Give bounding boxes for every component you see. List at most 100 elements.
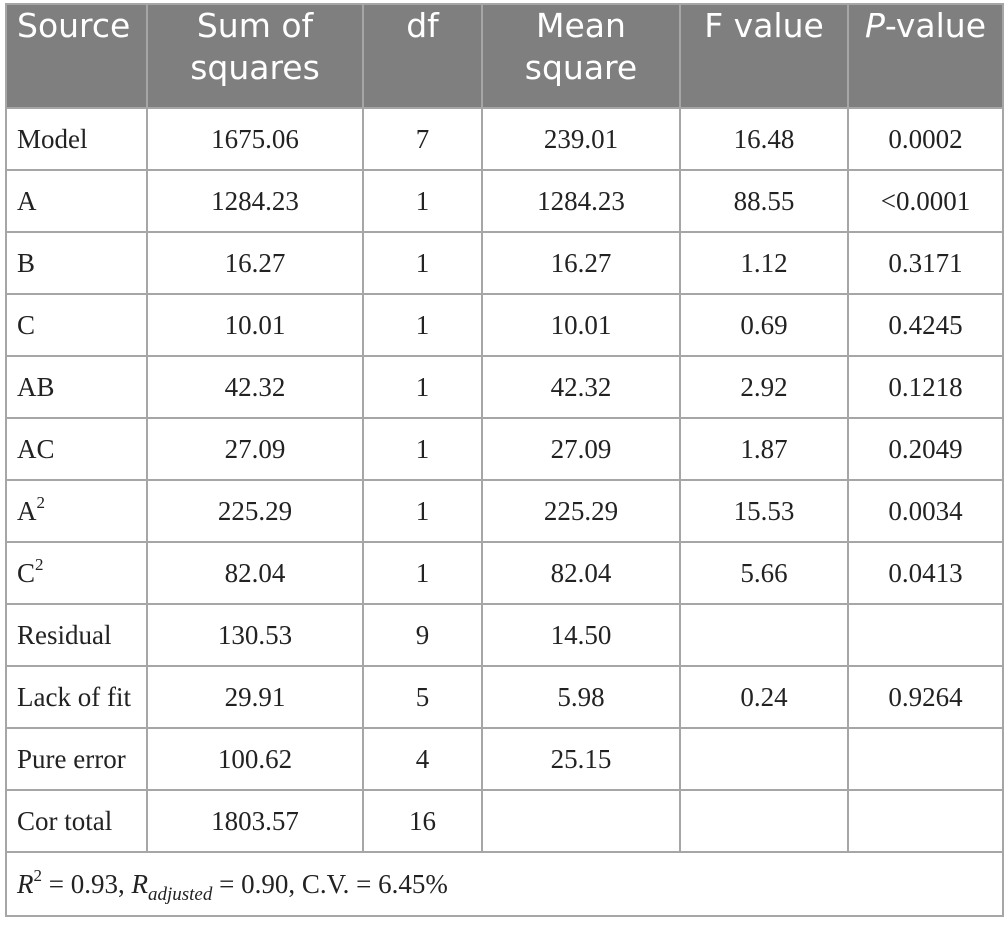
cell-mean-square-text: 5.98 (557, 681, 605, 712)
cell-df: 1 (362, 169, 483, 233)
cell-df: 4 (362, 727, 483, 791)
superscript: 2 (35, 554, 44, 574)
table-row: Cor total 1803.57 16 (5, 789, 1004, 853)
cell-f-value-text: 16.48 (733, 123, 795, 154)
cell-source: Model (5, 107, 148, 171)
cell-df: 1 (362, 541, 483, 605)
cell-source: Cor total (5, 789, 148, 853)
footnote-r: R (17, 868, 34, 899)
cell-source: A (5, 169, 148, 233)
cell-df: 9 (362, 603, 483, 667)
cell-sum-of-squares: 10.01 (146, 293, 364, 357)
cell-df: 1 (362, 417, 483, 481)
table-footnote: R2 = 0.93, Radjusted = 0.90, C.V. = 6.45… (5, 851, 1004, 917)
header-p-value: P-value (847, 3, 1004, 109)
cell-p-value-text: 0.1218 (888, 371, 963, 402)
cell-p-value-text: 0.3171 (888, 247, 963, 278)
cell-mean-square: 1284.23 (481, 169, 681, 233)
cell-sum-of-squares-text: 1675.06 (211, 123, 299, 154)
cell-sum-of-squares-text: 1803.57 (211, 805, 299, 836)
cell-p-value (847, 603, 1004, 667)
cell-p-value-text: 0.2049 (888, 433, 963, 464)
cell-sum-of-squares: 82.04 (146, 541, 364, 605)
cell-source: C (5, 293, 148, 357)
cell-mean-square: 10.01 (481, 293, 681, 357)
cell-f-value-text: 1.12 (740, 247, 788, 278)
cell-mean-square: 16.27 (481, 231, 681, 295)
table-row: C 10.01 1 10.01 0.69 0.4245 (5, 293, 1004, 357)
cell-p-value: 0.4245 (847, 293, 1004, 357)
header-row: Source Sum of squares df Mean square F v… (5, 3, 1004, 109)
header-mean-square: Mean square (481, 3, 681, 109)
cell-mean-square: 42.32 (481, 355, 681, 419)
cell-df-text: 1 (415, 557, 430, 588)
table-row: AB 42.32 1 42.32 2.92 0.1218 (5, 355, 1004, 419)
cell-mean-square: 5.98 (481, 665, 681, 729)
cell-mean-square-text: 27.09 (550, 433, 612, 464)
cell-source-text: C (17, 309, 36, 340)
cell-sum-of-squares: 29.91 (146, 665, 364, 729)
table-row: Model 1675.06 7 239.01 16.48 0.0002 (5, 107, 1004, 171)
superscript: 2 (36, 492, 46, 512)
cell-df-text: 16 (409, 805, 436, 836)
header-p-italic: P (864, 6, 885, 45)
cell-mean-square: 239.01 (481, 107, 681, 171)
cell-p-value-text: 0.0002 (888, 123, 963, 154)
cell-sum-of-squares-text: 82.04 (224, 557, 286, 588)
cell-mean-square-text: 25.15 (550, 743, 612, 774)
cell-df: 1 (362, 231, 483, 295)
cell-source: Lack of fit (5, 665, 148, 729)
table-row: Lack of fit 29.91 5 5.98 0.24 0.9264 (5, 665, 1004, 729)
footnote-radj-sub: adjusted (147, 883, 213, 905)
cell-df: 5 (362, 665, 483, 729)
header-sum-of-squares: Sum of squares (146, 3, 364, 109)
cell-f-value (679, 727, 849, 791)
cell-df-text: 1 (415, 247, 430, 278)
cell-p-value: 0.0034 (847, 479, 1004, 543)
cell-mean-square-text: 239.01 (543, 123, 619, 154)
footnote-r-value: = 0.93, (42, 868, 132, 899)
cell-df-text: 1 (415, 433, 430, 464)
cell-mean-square-text: 16.27 (550, 247, 612, 278)
cell-df-text: 1 (415, 309, 430, 340)
cell-source: B (5, 231, 148, 295)
cell-source-text: AC (17, 433, 55, 464)
cell-source-text: Residual (17, 619, 112, 650)
cell-source-text: Model (17, 123, 88, 154)
cell-f-value: 16.48 (679, 107, 849, 171)
header-df: df (362, 3, 483, 109)
table-body: Model 1675.06 7 239.01 16.48 0.0002 A 1284.23 1 1… (5, 107, 1004, 917)
cell-sum-of-squares-text: 10.01 (224, 309, 286, 340)
cell-df-text: 1 (415, 185, 430, 216)
cell-p-value: 0.0002 (847, 107, 1004, 171)
cell-sum-of-squares: 130.53 (146, 603, 364, 667)
cell-sum-of-squares-text: 16.27 (224, 247, 286, 278)
cell-df: 1 (362, 355, 483, 419)
cell-p-value: 0.2049 (847, 417, 1004, 481)
table-row: AC 27.09 1 27.09 1.87 0.2049 (5, 417, 1004, 481)
cell-mean-square: 25.15 (481, 727, 681, 791)
cell-source: AC (5, 417, 148, 481)
cell-df-text: 1 (415, 495, 430, 526)
cell-f-value: 1.87 (679, 417, 849, 481)
table-row: B 16.27 1 16.27 1.12 0.3171 (5, 231, 1004, 295)
cell-sum-of-squares: 1675.06 (146, 107, 364, 171)
footnote-radj-value: = 0.90, C.V. = 6.45% (212, 868, 448, 899)
cell-mean-square-text: 14.50 (550, 619, 612, 650)
cell-p-value: <0.0001 (847, 169, 1004, 233)
cell-f-value-text: 1.87 (740, 433, 788, 464)
cell-sum-of-squares-text: 29.91 (224, 681, 286, 712)
cell-p-value-text: 0.9264 (888, 681, 963, 712)
cell-f-value-text: 15.53 (733, 495, 795, 526)
cell-df: 1 (362, 293, 483, 357)
cell-mean-square-text: 1284.23 (537, 185, 625, 216)
cell-mean-square: 225.29 (481, 479, 681, 543)
cell-df: 1 (362, 479, 483, 543)
cell-source: Pure error (5, 727, 148, 791)
header-source: Source (5, 3, 148, 109)
table-row: Pure error 100.62 4 25.15 (5, 727, 1004, 791)
cell-source-text: B (17, 247, 36, 278)
table-row: C2 82.04 1 82.04 5.66 0.0413 (5, 541, 1004, 605)
cell-df-text: 1 (415, 371, 430, 402)
cell-p-value: 0.0413 (847, 541, 1004, 605)
